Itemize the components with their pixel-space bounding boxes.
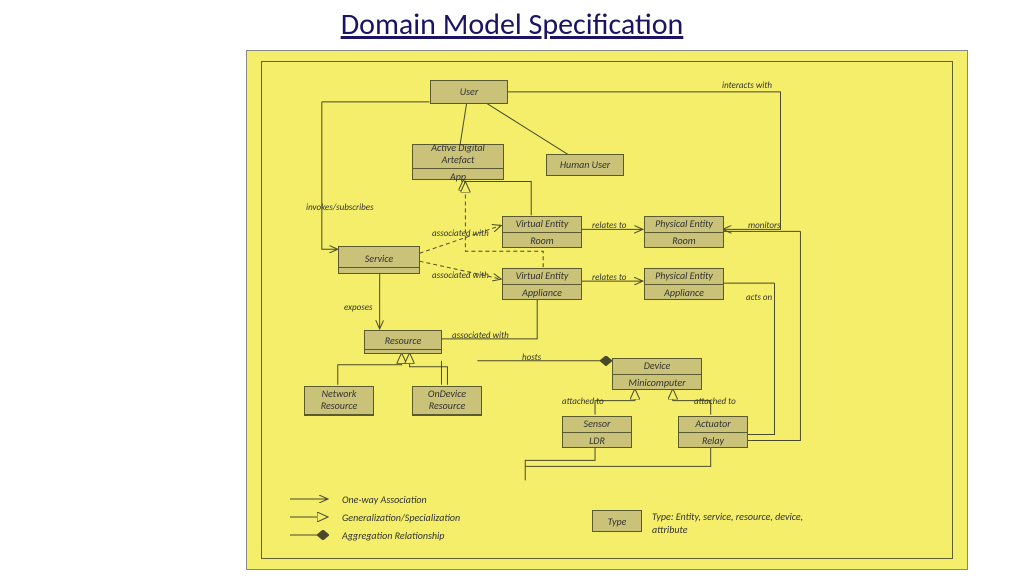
diagram-canvas: User Active Digital ArtefactApp Human User… — [246, 50, 968, 570]
edge-23 — [525, 446, 595, 480]
edge-label: acts on — [746, 292, 772, 303]
legend-type-desc: Type: Entity, service, resource, device,… — [652, 510, 822, 536]
node-netres: Network Resource — [304, 386, 374, 416]
legend-row-gen: Generalization/Specialization — [288, 508, 460, 526]
edge-19 — [747, 231, 801, 440]
legend: One-way Association Generalization/Speci… — [288, 490, 460, 544]
node-device: DeviceMinicomputer — [612, 358, 702, 390]
legend-row-agg: Aggregation Relationship — [288, 526, 460, 544]
edge-label: attached to — [562, 396, 604, 407]
legend-row-assoc: One-way Association — [288, 490, 460, 508]
node-ondev: OnDevice Resource — [412, 386, 482, 416]
page-title: Domain Model Specification — [0, 0, 1024, 43]
node-ada: Active Digital ArtefactApp — [412, 144, 504, 180]
edge-label: invokes/subscribes — [306, 202, 374, 213]
node-sensor: SensorLDR — [562, 416, 632, 448]
node-pe_app: Physical EntityAppliance — [644, 268, 724, 300]
edge-label: attached to — [694, 396, 736, 407]
edge-24 — [525, 446, 710, 466]
legend-label: Aggregation Relationship — [342, 529, 444, 542]
edge-label: hosts — [522, 352, 541, 363]
edge-label: exposes — [344, 302, 373, 313]
edge-label: relates to — [592, 272, 626, 283]
node-actuator: ActuatorRelay — [678, 416, 748, 448]
edge-label: associated with — [432, 270, 489, 281]
edge-16 — [410, 353, 448, 385]
edge-label: monitors — [748, 220, 781, 231]
legend-type-box: Type — [592, 510, 642, 532]
diagram-frame: User Active Digital ArtefactApp Human User… — [261, 61, 953, 559]
legend-label: One-way Association — [342, 493, 427, 506]
node-pe_room: Physical EntityRoom — [644, 216, 724, 248]
node-user: User — [430, 80, 508, 104]
node-ve_app: Virtual EntityAppliance — [502, 268, 582, 300]
edge-15 — [338, 353, 402, 385]
node-ve_room: Virtual EntityRoom — [502, 216, 582, 248]
edge-2 — [322, 102, 338, 249]
edge-label: associated with — [452, 330, 509, 341]
node-service: Service — [338, 246, 420, 274]
edge-label: relates to — [592, 220, 626, 231]
node-resource: Resource — [364, 330, 442, 354]
edge-label: interacts with — [722, 80, 772, 91]
node-human: Human User — [546, 154, 624, 176]
edge-9 — [463, 180, 531, 216]
legend-label: Generalization/Specialization — [342, 511, 460, 524]
edge-22 — [747, 283, 775, 434]
edge-label: associated with — [432, 228, 489, 239]
